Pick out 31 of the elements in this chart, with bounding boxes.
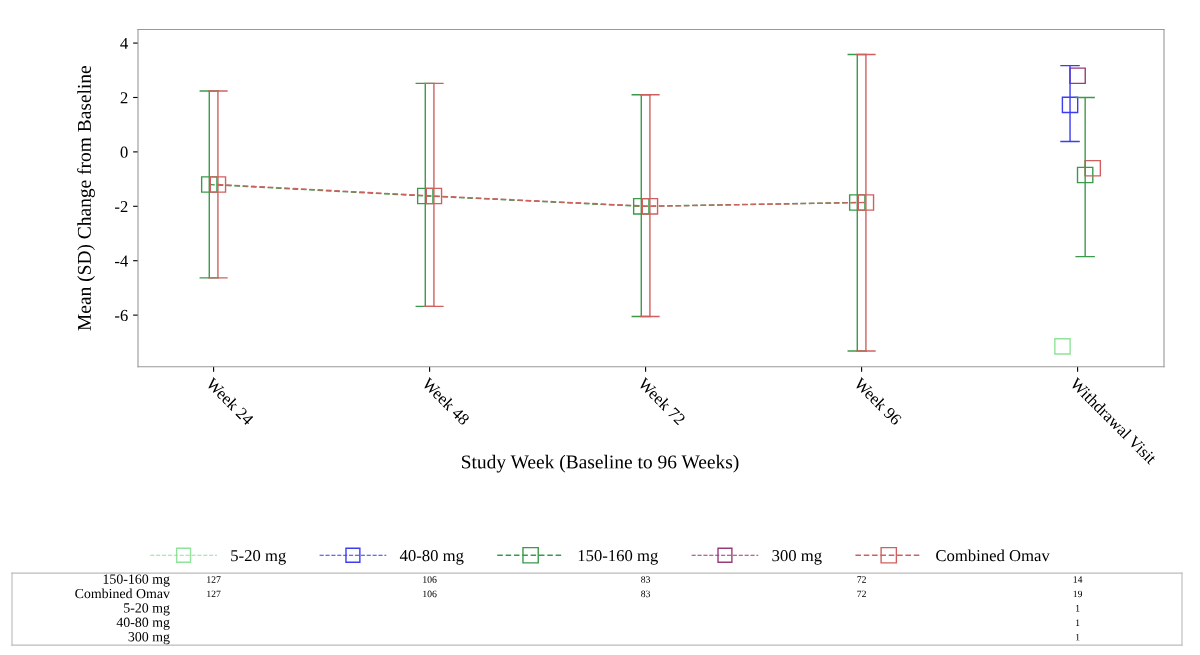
y-tick-label: 2 bbox=[120, 92, 128, 104]
text: 5-20 mg bbox=[124, 603, 170, 616]
text: 1 bbox=[1076, 619, 1080, 626]
text: 19 bbox=[1073, 590, 1083, 598]
text: 1 bbox=[1076, 633, 1080, 641]
x-axis-title: Study Week (Baseline to 96 Weeks) bbox=[461, 454, 739, 473]
y-axis-title: Mean (SD) Change from Baseline bbox=[77, 65, 95, 331]
legend-label: 300 mg bbox=[772, 550, 822, 565]
text: 127 bbox=[207, 590, 221, 598]
y-tick-label: -6 bbox=[115, 309, 128, 322]
text: 40-80 mg bbox=[116, 617, 170, 630]
text: 106 bbox=[423, 576, 437, 583]
y-tick-label: 0 bbox=[120, 146, 128, 158]
text: 1 bbox=[1076, 605, 1080, 612]
legend-label: 40-80 mg bbox=[399, 550, 464, 565]
text: 83 bbox=[641, 576, 651, 583]
legend-label: 5-20 mg bbox=[231, 550, 286, 565]
legend-label: Combined Omav bbox=[936, 549, 1050, 562]
y-tick-label: -4 bbox=[115, 255, 129, 267]
text: Combined Omav bbox=[75, 588, 170, 599]
text: 14 bbox=[1073, 576, 1083, 583]
text: 72 bbox=[857, 576, 866, 583]
text: 83 bbox=[641, 590, 651, 598]
text: 127 bbox=[207, 576, 221, 583]
text: 300 mg bbox=[128, 632, 170, 645]
y-tick-label: -2 bbox=[115, 201, 128, 213]
text: 106 bbox=[423, 590, 437, 598]
legend-label: 150-160 mg bbox=[578, 550, 658, 565]
y-tick-label: 4 bbox=[120, 37, 129, 49]
text: 150-160 mg bbox=[103, 574, 170, 587]
text: 72 bbox=[857, 590, 866, 598]
